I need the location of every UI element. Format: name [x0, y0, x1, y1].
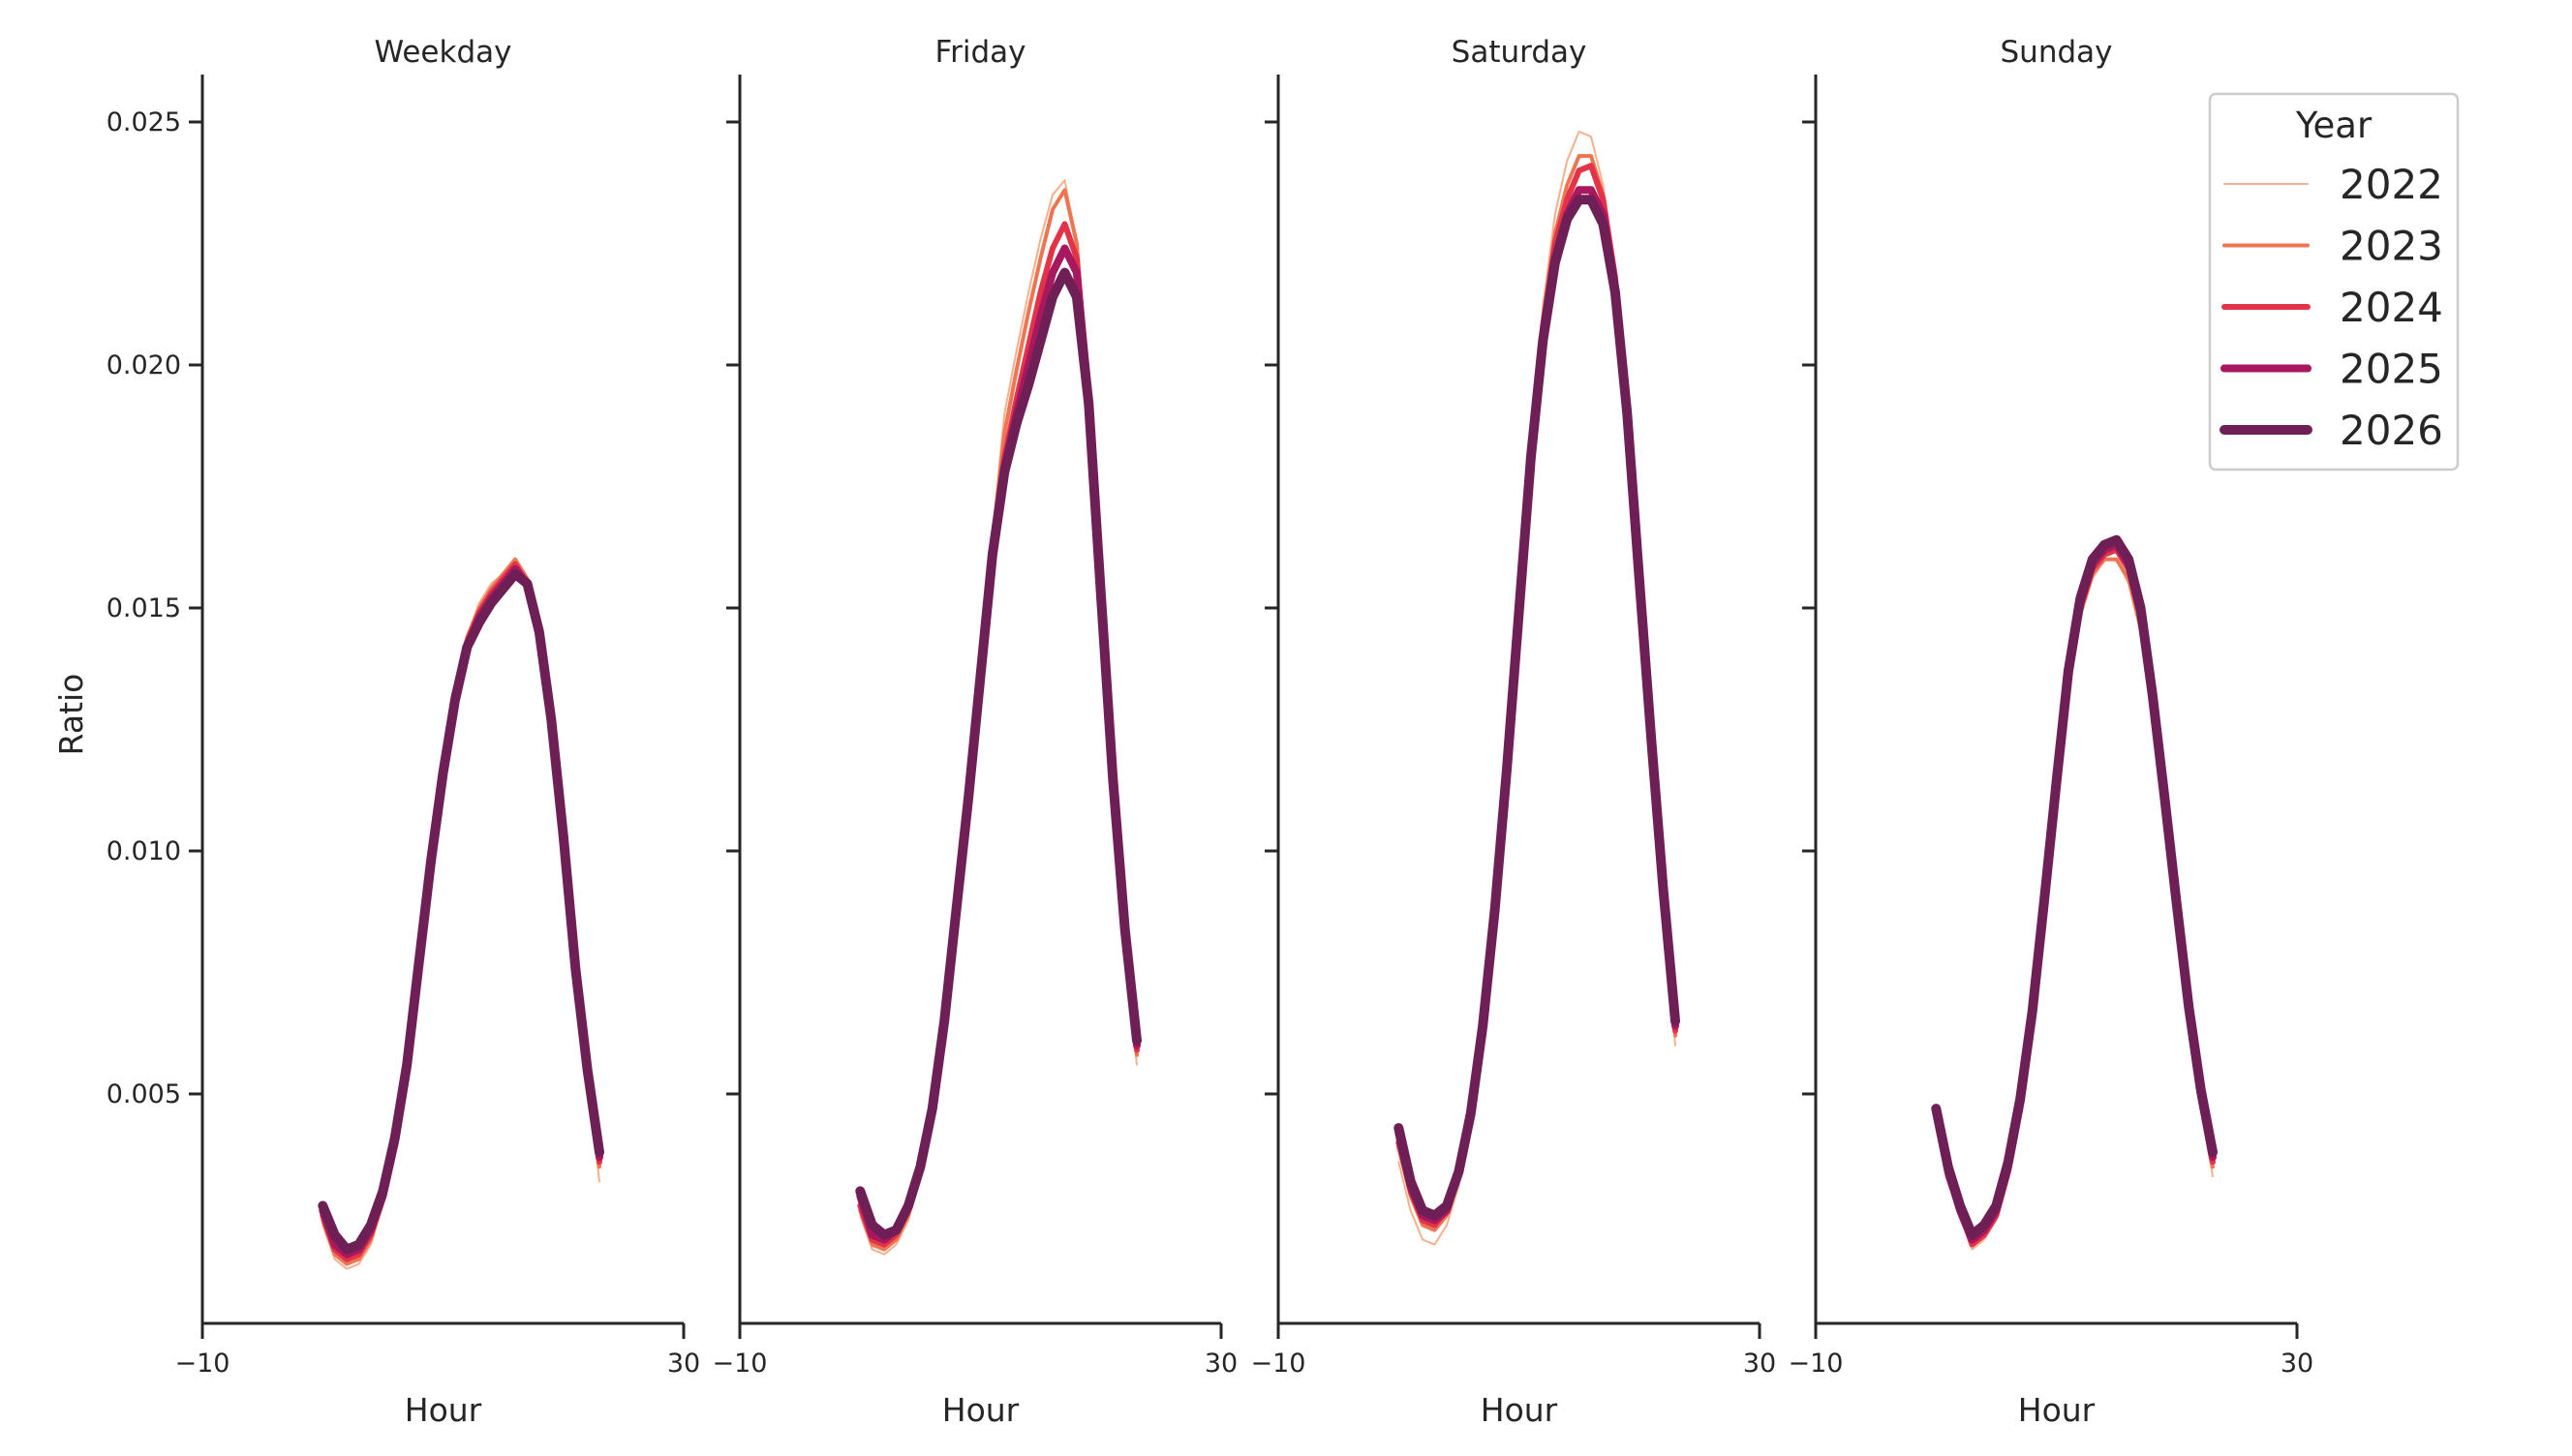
series-lines	[318, 557, 604, 1270]
panel-title: Weekday	[375, 35, 512, 70]
legend-title: Year	[2295, 105, 2373, 146]
x-axis-label: Hour	[2018, 1391, 2096, 1429]
legend-label: 2026	[2340, 407, 2443, 454]
panel-title: Saturday	[1452, 35, 1587, 70]
panel-saturday: Saturday −10 30 Hour	[1251, 35, 1777, 1429]
x-tick-label: 30	[1205, 1349, 1238, 1379]
legend-frame	[2208, 92, 2460, 471]
panel-friday: Friday −10 30 Hour	[713, 35, 1239, 1429]
legend-item-2026: 2026	[2220, 407, 2443, 454]
x-tick-label: 30	[2281, 1349, 2313, 1379]
series-line-2025	[1394, 186, 1679, 1225]
series-line-2024	[857, 221, 1140, 1248]
series-line-2023	[858, 188, 1139, 1252]
legend: Year 2022 2023 2024 2025 2026	[2208, 92, 2460, 471]
legend-item-2025: 2025	[2220, 346, 2443, 393]
y-tick-label: 0.015	[107, 593, 181, 623]
x-tick-label: −10	[1251, 1349, 1306, 1379]
x-tick-label: 30	[667, 1349, 700, 1379]
legend-item-2024: 2024	[2221, 284, 2443, 331]
y-tick-label: 0.005	[107, 1079, 181, 1109]
x-axis-label: Hour	[942, 1391, 1020, 1429]
x-tick-label: 30	[1743, 1349, 1776, 1379]
series-line-2026	[318, 568, 604, 1255]
series-line-2022	[1397, 131, 1676, 1246]
legend-label: 2024	[2340, 284, 2443, 331]
series-line-2026	[855, 267, 1142, 1240]
y-tick-label: 0.010	[107, 836, 181, 866]
panel-sunday: Sunday −10 30 Hour	[1789, 35, 2314, 1429]
y-tick-label: 0.025	[107, 107, 181, 137]
series-lines	[1393, 131, 1680, 1246]
legend-label: 2022	[2340, 161, 2443, 208]
series-line-2025	[856, 244, 1141, 1244]
series-line-2022	[859, 179, 1138, 1256]
legend-item-2023: 2023	[2222, 223, 2443, 270]
x-tick-label: −10	[175, 1349, 230, 1379]
series-line-2024	[1395, 163, 1678, 1228]
legend-label: 2023	[2340, 223, 2443, 270]
x-axis-label: Hour	[1481, 1391, 1558, 1429]
y-axis-label-group: Ratio	[52, 674, 90, 756]
y-axis-label: Ratio	[52, 674, 90, 756]
series-line-2023	[1396, 154, 1677, 1232]
series-lines	[1931, 534, 2218, 1251]
series-line-2026	[1931, 534, 2218, 1240]
panel-weekday: Weekday 0.005 0.010 0.015 0.020 0.025 −10 30 Hou…	[107, 35, 700, 1429]
panels: Weekday 0.005 0.010 0.015 0.020 0.025 −10 30 Hou…	[107, 35, 2313, 1429]
panel-title: Friday	[935, 35, 1026, 70]
y-tick-label: 0.020	[107, 350, 181, 380]
legend-label: 2025	[2340, 346, 2443, 393]
legend-items: 2022 2023 2024 2025 2026	[2220, 161, 2443, 454]
x-axis-label: Hour	[405, 1391, 482, 1429]
x-tick-label: −10	[1789, 1349, 1844, 1379]
series-line-2026	[1393, 195, 1680, 1221]
panel-title: Sunday	[2001, 35, 2113, 70]
x-tick-label: −10	[713, 1349, 768, 1379]
legend-item-2022: 2022	[2223, 161, 2443, 208]
series-lines	[855, 179, 1142, 1256]
